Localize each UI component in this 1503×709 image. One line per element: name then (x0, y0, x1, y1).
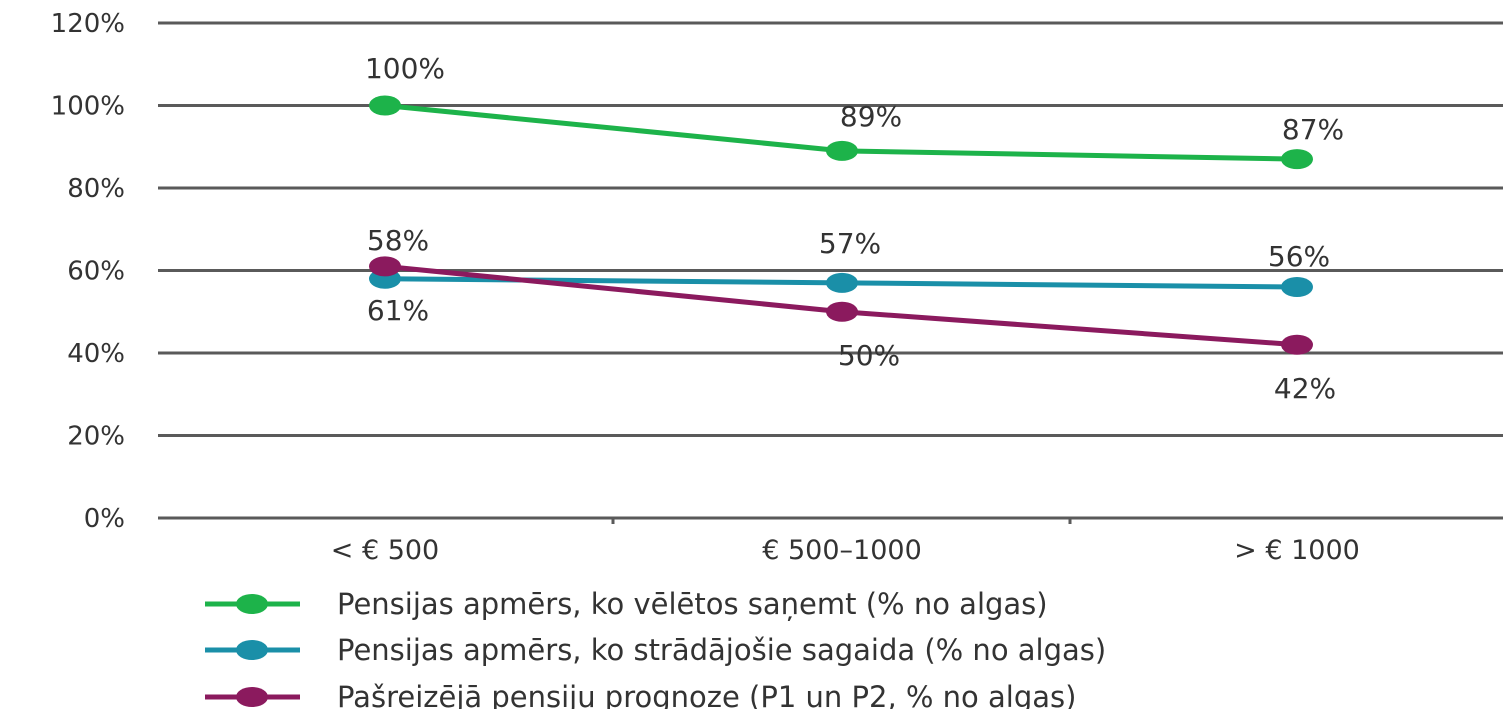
data-label: 58% (367, 224, 429, 257)
data-point (826, 140, 858, 161)
data-point (826, 301, 858, 322)
y-tick-label: 120% (51, 9, 125, 39)
data-label: 50% (838, 339, 900, 372)
legend-label: Pensijas apmērs, ko vēlētos saņemt (% no… (337, 587, 1048, 621)
data-point (369, 256, 401, 277)
legend-marker (236, 640, 268, 660)
y-tick-label: 40% (67, 339, 125, 369)
legend-marker (236, 594, 268, 614)
data-point (369, 95, 401, 116)
x-category-label: < € 500 (331, 535, 440, 566)
data-label: 42% (1274, 372, 1336, 405)
x-category-label: € 500–1000 (762, 535, 922, 566)
x-axis: < € 500 € 500–1000 > € 1000 (158, 516, 1503, 566)
legend-label: Pensijas apmērs, ko strādājošie sagaida … (337, 633, 1106, 667)
data-labels: 100% 89% 87% 58% 57% 56% 61% 50% 42% (365, 52, 1344, 405)
data-point (1281, 334, 1313, 355)
data-label: 56% (1268, 240, 1330, 273)
legend-marker (236, 687, 268, 707)
legend: Pensijas apmērs, ko vēlētos saņemt (% no… (205, 587, 1106, 709)
series-lines (369, 95, 1313, 355)
y-axis-ticks: 0% 20% 40% 60% 80% 100% 120% (51, 9, 125, 534)
data-label: 57% (819, 227, 881, 260)
y-tick-label: 80% (67, 174, 125, 204)
y-tick-label: 60% (67, 257, 125, 287)
data-point (826, 272, 858, 293)
data-point (1281, 149, 1313, 170)
y-tick-label: 20% (67, 422, 125, 452)
y-tick-label: 100% (51, 92, 125, 122)
data-label: 89% (840, 100, 902, 133)
data-label: 61% (367, 294, 429, 327)
data-label: 100% (365, 52, 445, 85)
data-point (1281, 277, 1313, 297)
x-category-label: > € 1000 (1234, 535, 1360, 566)
data-label: 87% (1282, 113, 1344, 146)
y-tick-label: 0% (84, 504, 125, 534)
legend-label: Pašreizējā pensiju prognoze (P1 un P2, %… (337, 680, 1076, 709)
